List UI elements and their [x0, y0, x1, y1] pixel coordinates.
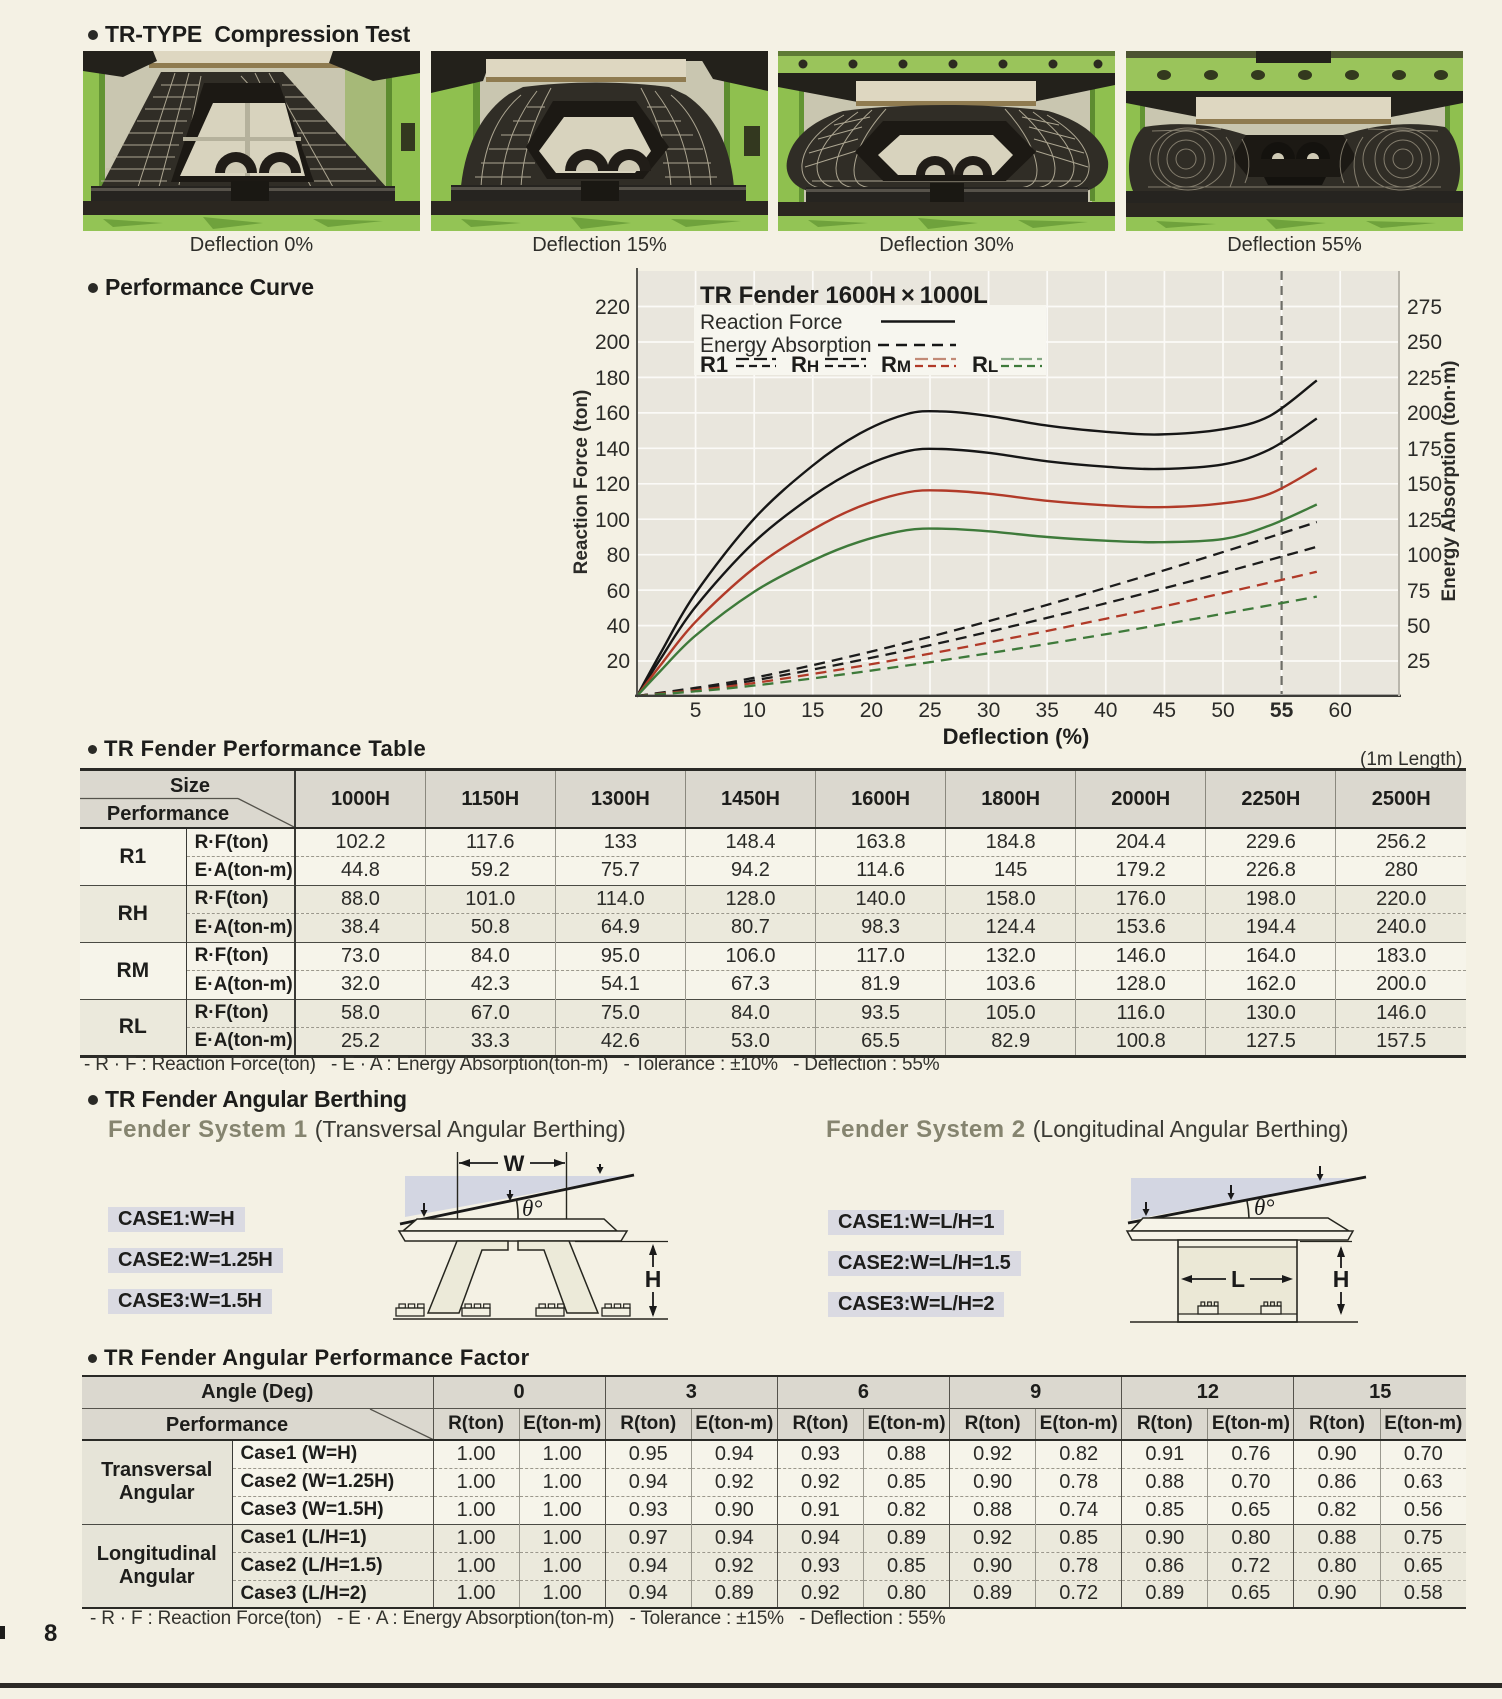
svg-text:120: 120: [595, 473, 630, 496]
svg-text:140: 140: [595, 438, 630, 461]
svg-text:220: 220: [595, 296, 630, 319]
svg-text:50: 50: [1211, 699, 1234, 722]
svg-text:100: 100: [595, 509, 630, 532]
svg-text:60: 60: [1329, 699, 1352, 722]
svg-text:TR Fender 1600H × 1000L: TR Fender 1600H × 1000L: [700, 282, 988, 309]
svg-text:20: 20: [607, 650, 630, 673]
svg-text:θ°: θ°: [1254, 1195, 1275, 1220]
svg-text:Energy Absorption (ton·m): Energy Absorption (ton·m): [1439, 361, 1460, 602]
svg-text:L: L: [1231, 1266, 1245, 1292]
svg-text:40: 40: [607, 615, 630, 638]
svg-text:20: 20: [860, 699, 883, 722]
svg-text:15: 15: [801, 699, 824, 722]
svg-text:125: 125: [1407, 509, 1442, 532]
svg-text:Reaction Force (ton): Reaction Force (ton): [571, 390, 592, 575]
svg-text:10: 10: [743, 699, 766, 722]
svg-text:H: H: [645, 1266, 662, 1292]
svg-text:Reaction Force: Reaction Force: [700, 311, 842, 334]
svg-text:45: 45: [1153, 699, 1176, 722]
svg-text:160: 160: [595, 402, 630, 425]
svg-text:60: 60: [607, 580, 630, 603]
svg-text:55: 55: [1270, 699, 1294, 722]
svg-text:25: 25: [918, 699, 941, 722]
svg-text:RM: RM: [881, 352, 911, 377]
svg-text:Energy Absorption: Energy Absorption: [700, 334, 872, 357]
svg-text:75: 75: [1407, 580, 1430, 603]
svg-text:40: 40: [1094, 699, 1117, 722]
svg-text:30: 30: [977, 699, 1000, 722]
svg-text:R1: R1: [700, 352, 728, 377]
svg-text:225: 225: [1407, 367, 1442, 390]
svg-text:200: 200: [595, 331, 630, 354]
svg-text:25: 25: [1407, 650, 1430, 673]
svg-text:50: 50: [1407, 615, 1430, 638]
svg-text:RH: RH: [791, 352, 819, 377]
svg-text:80: 80: [607, 544, 630, 567]
svg-text:Performance: Performance: [107, 803, 229, 825]
svg-text:Size: Size: [170, 775, 210, 797]
svg-text:Deflection (%): Deflection (%): [943, 724, 1090, 749]
svg-text:W: W: [504, 1151, 525, 1176]
svg-text:150: 150: [1407, 473, 1442, 496]
svg-text:180: 180: [595, 367, 630, 390]
svg-text:θ°: θ°: [522, 1196, 543, 1221]
svg-text:100: 100: [1407, 544, 1442, 567]
svg-text:200: 200: [1407, 402, 1442, 425]
svg-text:5: 5: [690, 699, 702, 722]
svg-text:275: 275: [1407, 296, 1442, 319]
svg-text:250: 250: [1407, 331, 1442, 354]
svg-text:Performance: Performance: [166, 1414, 288, 1436]
svg-text:H: H: [1333, 1266, 1350, 1292]
svg-text:35: 35: [1036, 699, 1059, 722]
svg-text:175: 175: [1407, 438, 1442, 461]
svg-text:RL: RL: [972, 352, 998, 377]
